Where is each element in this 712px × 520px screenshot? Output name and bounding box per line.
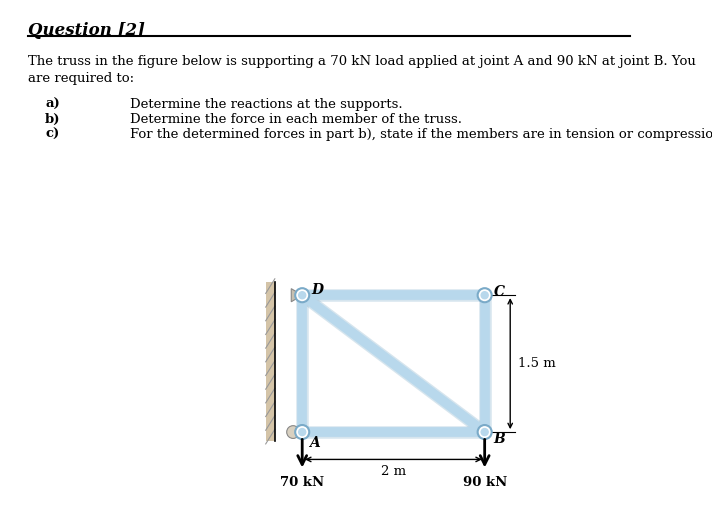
Bar [266, 281, 275, 441]
Text: 2 m: 2 m [381, 465, 406, 478]
Polygon shape [291, 289, 302, 302]
Text: Determine the reactions at the supports.: Determine the reactions at the supports. [130, 98, 402, 111]
Text: For the determined forces in part b), state if the members are in tension or com: For the determined forces in part b), st… [130, 128, 712, 141]
Circle shape [299, 428, 305, 436]
Circle shape [287, 426, 300, 438]
Text: B: B [494, 432, 506, 446]
Text: 90 kN: 90 kN [463, 476, 507, 489]
Text: 70 kN: 70 kN [280, 476, 324, 489]
Text: Determine the force in each member of the truss.: Determine the force in each member of th… [130, 113, 462, 126]
Circle shape [478, 425, 492, 439]
Text: are required to:: are required to: [28, 72, 134, 85]
Circle shape [299, 292, 305, 298]
Circle shape [478, 288, 492, 302]
Text: b): b) [45, 113, 61, 126]
Text: 1.5 m: 1.5 m [518, 357, 555, 370]
Text: C: C [494, 284, 505, 298]
Text: D: D [311, 283, 323, 297]
Text: A: A [308, 436, 320, 450]
Circle shape [295, 288, 309, 302]
Circle shape [295, 425, 309, 439]
Text: The truss in the figure below is supporting a 70 kN load applied at joint A and : The truss in the figure below is support… [28, 55, 696, 68]
Text: c): c) [45, 128, 59, 141]
Text: a): a) [45, 98, 60, 111]
Circle shape [481, 292, 488, 298]
Text: Question [2]: Question [2] [28, 22, 145, 39]
Circle shape [481, 428, 488, 436]
